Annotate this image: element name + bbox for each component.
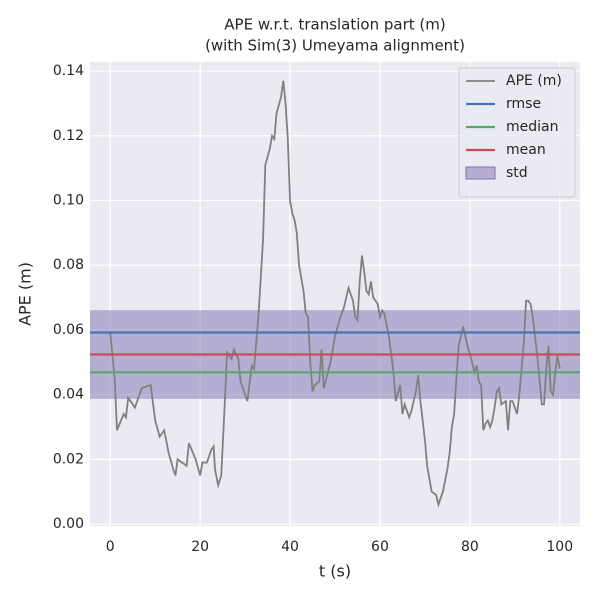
chart-title: APE w.r.t. translation part (m) <box>224 16 445 34</box>
y-tick-label: 0.08 <box>53 257 84 273</box>
y-axis-label: APE (m) <box>16 262 35 326</box>
x-tick-label: 80 <box>461 539 479 555</box>
legend-box <box>458 67 576 198</box>
legend-label: APE (m) <box>506 73 562 89</box>
y-tick-label: 0.10 <box>53 192 84 208</box>
y-tick-label: 0.12 <box>53 128 84 144</box>
legend-label: mean <box>506 142 546 158</box>
ape-line <box>109 80 561 508</box>
x-tick-label: 60 <box>371 539 389 555</box>
legend: APE (m) rmse median mean std <box>458 67 576 198</box>
x-tick-label: 100 <box>546 539 573 555</box>
legend-label: std <box>506 165 528 181</box>
y-tick-label: 0.06 <box>53 322 84 338</box>
y-tick-label: 0.00 <box>53 516 84 532</box>
y-tick-label: 0.02 <box>53 451 84 467</box>
x-tick-label: 20 <box>191 539 209 555</box>
x-tick-label: 40 <box>281 539 299 555</box>
x-axis-label: t (s) <box>319 562 351 581</box>
legend-swatch <box>465 166 496 180</box>
y-tick-label: 0.14 <box>53 63 84 79</box>
legend-label: rmse <box>506 96 541 112</box>
y-tick-label: 0.04 <box>53 387 84 403</box>
legend-label: median <box>506 119 558 135</box>
chart-subtitle: (with Sim(3) Umeyama alignment) <box>205 37 465 55</box>
x-tick-label: 0 <box>106 539 115 555</box>
